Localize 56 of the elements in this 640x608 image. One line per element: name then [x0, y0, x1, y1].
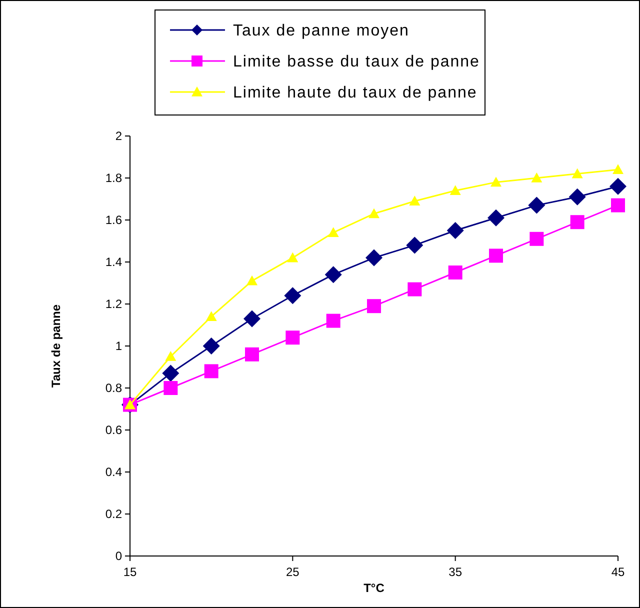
point [450, 185, 461, 195]
point [406, 236, 424, 254]
y-tick-label: 1.4 [105, 255, 122, 270]
y-tick-label: 0.4 [105, 465, 122, 480]
point [202, 338, 220, 354]
point [286, 330, 300, 345]
x-tick-label: 45 [611, 565, 625, 579]
point [284, 287, 302, 304]
legend-label: Limite haute du taux de panne [233, 84, 478, 102]
point [610, 178, 626, 195]
x-tick-label: 35 [448, 565, 462, 579]
point [490, 176, 502, 187]
point [246, 275, 258, 286]
point [572, 168, 583, 178]
y-tick-label: 0.6 [105, 423, 122, 438]
point [488, 209, 504, 226]
point [368, 208, 380, 218]
point [324, 266, 342, 284]
point [326, 314, 340, 328]
point [612, 164, 624, 174]
point [611, 198, 625, 212]
point [245, 347, 259, 362]
legend-label: Taux de panne moyen [233, 22, 410, 40]
y-tick-label: 1.6 [105, 213, 122, 228]
y-tick-label: 1.2 [105, 297, 122, 312]
point [570, 215, 584, 230]
y-axis-title: Taux de panne [49, 304, 63, 388]
point [409, 196, 420, 206]
y-tick-label: 0.8 [105, 381, 122, 396]
point [448, 266, 462, 280]
point [531, 172, 542, 182]
point [287, 252, 298, 262]
point [489, 248, 503, 263]
point [244, 310, 260, 328]
x-axis-title: T°C [364, 581, 385, 595]
point [366, 249, 382, 266]
y-tick-label: 1.8 [105, 171, 122, 186]
point [446, 222, 464, 239]
point [206, 311, 217, 321]
legend-label: Limite basse du taux de panne [233, 54, 480, 71]
point [530, 232, 544, 246]
point [165, 351, 176, 361]
x-tick-label: 25 [286, 565, 300, 579]
y-tick-label: 0 [115, 549, 122, 564]
point [367, 299, 381, 314]
point [528, 196, 546, 214]
point [408, 282, 422, 296]
y-tick-label: 1 [115, 339, 122, 354]
x-tick-label: 15 [123, 565, 137, 579]
y-tick-label: 0.2 [105, 507, 122, 522]
point [164, 381, 178, 395]
point [568, 188, 586, 206]
point [204, 364, 218, 378]
point [162, 364, 180, 382]
point [328, 227, 339, 237]
y-tick-label: 2 [115, 129, 122, 144]
